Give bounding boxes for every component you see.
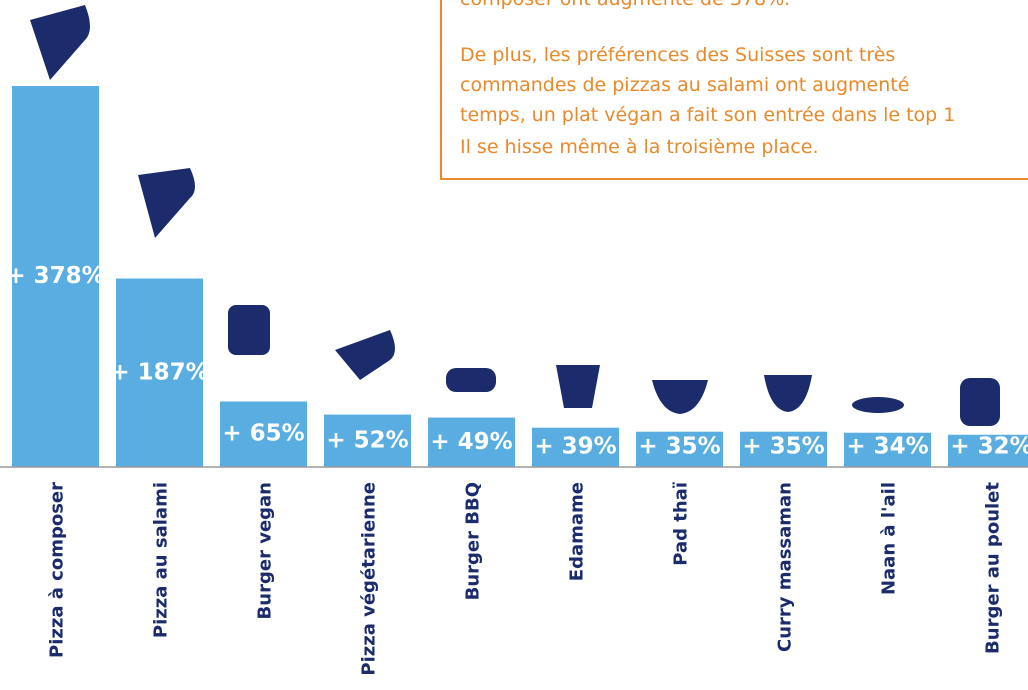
category-label: Burger au poulet: [983, 482, 1004, 654]
text-line: temps, un plat végan a fait son entrée d…: [460, 104, 956, 126]
value-label: + 49%: [430, 429, 512, 455]
category-label: Burger vegan: [255, 482, 276, 619]
category-label: Edamame: [567, 482, 588, 581]
category-label: Burger BBQ: [463, 482, 484, 600]
text-box: composer ont augmenté de 378%. De plus, l…: [440, 0, 1028, 180]
value-label: + 65%: [222, 421, 304, 447]
bar: [844, 432, 931, 467]
category-label: Pizza végétarienne: [359, 482, 380, 676]
value-label: + 187%: [110, 359, 208, 385]
category-label: Naan à l'ail: [879, 482, 900, 595]
bar: [324, 414, 411, 467]
category-label: Curry massaman: [775, 482, 796, 652]
value-label: + 378%: [6, 263, 104, 289]
pizza-icon: [30, 5, 90, 80]
pizza-icon: [335, 330, 395, 380]
naan-icon: [852, 397, 904, 413]
text-line: commandes de pizzas au salami ont augmen…: [460, 74, 910, 96]
value-label: + 35%: [742, 434, 824, 460]
icons: [30, 5, 1000, 426]
category-label: Pad thaï: [671, 482, 692, 566]
category-label: Pizza à composer: [47, 482, 68, 658]
value-label: + 32%: [950, 434, 1028, 460]
bowl-icon: [764, 375, 812, 412]
sandwich-icon: [228, 305, 270, 355]
bar: [220, 401, 307, 467]
bar: [532, 427, 619, 467]
bar: [740, 431, 827, 467]
value-label: + 52%: [326, 427, 408, 453]
bar: [116, 278, 203, 467]
bar: [636, 431, 723, 467]
burger-icon: [960, 378, 1000, 426]
text-line: Il se hisse même à la troisième place.: [460, 136, 819, 158]
bowl-icon: [652, 380, 708, 414]
value-label: + 35%: [638, 434, 720, 460]
bar: [428, 417, 515, 467]
value-label: + 34%: [846, 434, 928, 460]
bar: [12, 86, 99, 467]
bar: [948, 434, 1028, 467]
edamame-icon: [556, 365, 600, 408]
value-label: + 39%: [534, 434, 616, 460]
text-line: composer ont augmenté de 378%.: [460, 0, 790, 10]
category-label: Pizza au salami: [151, 482, 172, 638]
text-line: De plus, les préférences des Suisses son…: [460, 44, 896, 66]
pizza-icon: [138, 168, 195, 238]
burger-icon: [446, 368, 496, 392]
